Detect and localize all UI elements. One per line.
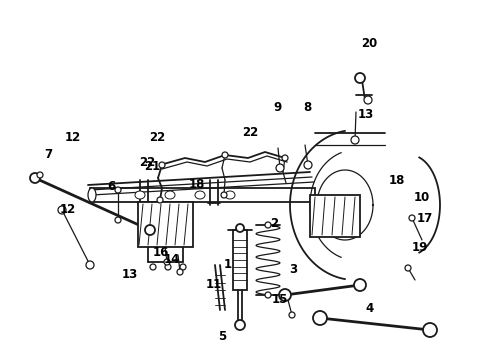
Ellipse shape — [150, 264, 156, 270]
Ellipse shape — [86, 261, 94, 269]
Polygon shape — [90, 188, 314, 202]
Bar — [232, 230, 246, 290]
Text: 14: 14 — [163, 253, 180, 266]
Polygon shape — [138, 202, 193, 247]
Ellipse shape — [404, 265, 410, 271]
Ellipse shape — [304, 161, 311, 169]
Ellipse shape — [135, 191, 145, 199]
Text: 22: 22 — [139, 156, 156, 169]
Ellipse shape — [180, 264, 185, 270]
Ellipse shape — [282, 155, 287, 161]
Ellipse shape — [115, 217, 121, 223]
Text: 21: 21 — [144, 160, 161, 173]
Text: 19: 19 — [410, 241, 427, 254]
Ellipse shape — [221, 192, 226, 198]
Ellipse shape — [37, 172, 43, 178]
Ellipse shape — [222, 152, 227, 158]
Text: 9: 9 — [273, 101, 281, 114]
Text: 5: 5 — [218, 330, 226, 343]
Text: 3: 3 — [289, 263, 297, 276]
Text: 15: 15 — [271, 293, 287, 306]
Text: 2: 2 — [269, 217, 277, 230]
Ellipse shape — [264, 222, 270, 228]
Ellipse shape — [264, 292, 270, 298]
Ellipse shape — [164, 264, 171, 270]
Ellipse shape — [88, 188, 96, 202]
Polygon shape — [309, 195, 359, 237]
Ellipse shape — [408, 215, 414, 221]
Ellipse shape — [350, 136, 358, 144]
Ellipse shape — [312, 311, 326, 325]
Text: 4: 4 — [365, 302, 372, 315]
Ellipse shape — [115, 187, 121, 193]
Text: 22: 22 — [242, 126, 258, 139]
Text: 1: 1 — [223, 258, 231, 271]
Text: 8: 8 — [303, 101, 310, 114]
Ellipse shape — [275, 164, 284, 172]
Ellipse shape — [163, 259, 170, 265]
Ellipse shape — [195, 191, 204, 199]
Ellipse shape — [164, 191, 175, 199]
Ellipse shape — [422, 323, 436, 337]
Text: 18: 18 — [188, 178, 204, 191]
Ellipse shape — [157, 197, 163, 203]
Text: 17: 17 — [415, 212, 432, 225]
Ellipse shape — [177, 269, 183, 275]
Text: 12: 12 — [64, 131, 81, 144]
Ellipse shape — [353, 279, 365, 291]
Ellipse shape — [145, 225, 155, 235]
Ellipse shape — [58, 206, 66, 214]
Text: 13: 13 — [357, 108, 373, 121]
Text: 10: 10 — [412, 191, 429, 204]
Ellipse shape — [288, 312, 294, 318]
Text: 12: 12 — [59, 203, 76, 216]
Text: 16: 16 — [152, 246, 168, 259]
Text: 22: 22 — [149, 131, 165, 144]
Ellipse shape — [235, 320, 244, 330]
Ellipse shape — [30, 173, 40, 183]
Text: 20: 20 — [360, 37, 377, 50]
Ellipse shape — [363, 96, 371, 104]
Text: 13: 13 — [121, 268, 138, 281]
Ellipse shape — [279, 289, 290, 301]
Ellipse shape — [236, 224, 244, 232]
Text: 6: 6 — [107, 180, 115, 193]
Ellipse shape — [354, 73, 364, 83]
Ellipse shape — [159, 162, 164, 168]
Text: 18: 18 — [388, 174, 405, 187]
Text: 7: 7 — [44, 148, 52, 161]
Text: 11: 11 — [205, 278, 222, 291]
Ellipse shape — [224, 191, 235, 199]
